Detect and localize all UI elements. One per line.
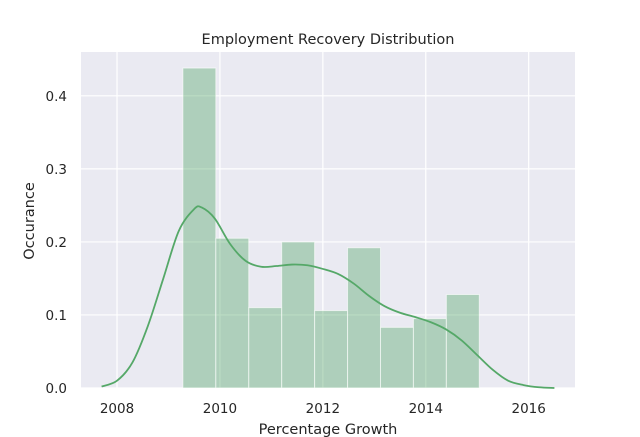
histogram-bar <box>379 326 414 389</box>
y-tick-labels: 0.0 0.1 0.2 0.3 0.4 <box>46 89 67 397</box>
histogram-bar <box>314 310 349 389</box>
histogram-bar <box>215 237 250 389</box>
y-axis-label: Occurance <box>22 182 38 260</box>
x-tick-labels: 2008 2010 2012 2014 2016 <box>100 401 546 417</box>
x-tick-label: 2014 <box>409 401 443 417</box>
histogram-bars <box>182 67 480 389</box>
histogram-bar <box>347 247 381 389</box>
x-tick-label: 2010 <box>203 401 237 417</box>
histogram-bar <box>412 318 447 389</box>
y-tick-label: 0.3 <box>46 162 67 178</box>
plot-background <box>81 52 575 388</box>
y-tick-label: 0.1 <box>46 308 67 324</box>
x-tick-label: 2012 <box>306 401 340 417</box>
y-tick-label: 0.4 <box>46 89 67 105</box>
chart-title: Employment Recovery Distribution <box>202 32 455 48</box>
histogram-bar <box>182 67 217 389</box>
y-tick-label: 0.2 <box>46 235 67 251</box>
x-axis-label: Percentage Growth <box>259 422 398 437</box>
x-tick-label: 2016 <box>512 401 546 417</box>
histogram-bar <box>248 307 283 389</box>
x-tick-label: 2008 <box>100 401 134 417</box>
kde-line <box>101 205 555 389</box>
y-tick-label: 0.0 <box>46 381 67 397</box>
